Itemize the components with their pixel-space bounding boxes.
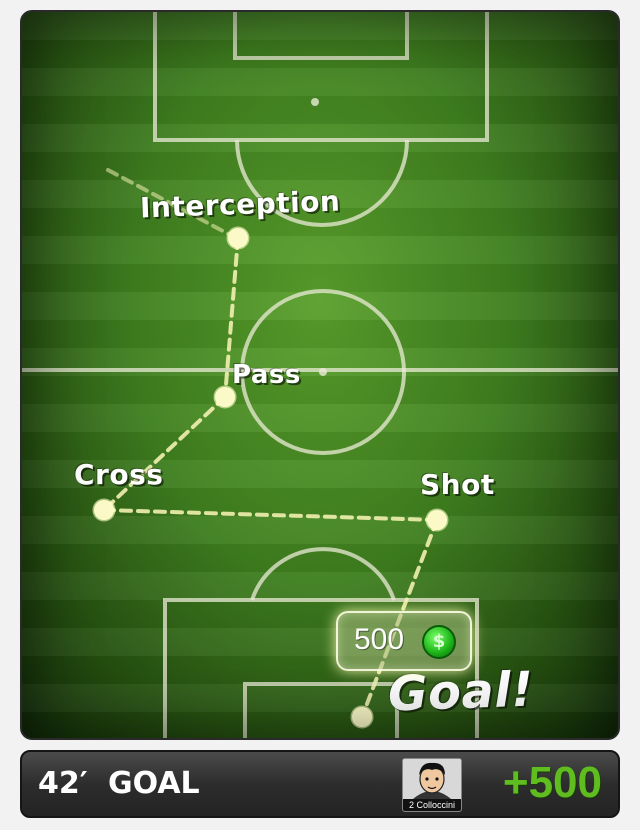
- coin-reward-badge: 500 $: [336, 611, 472, 671]
- shot-label: Shot: [420, 468, 495, 501]
- player-name: 2 Colloccini: [403, 799, 461, 811]
- pitch-markings: [22, 12, 618, 738]
- top-goal-box: [233, 12, 409, 60]
- coin-icon: $: [422, 625, 456, 659]
- pass-point: [213, 385, 237, 409]
- bottom-penalty-box: [163, 598, 479, 738]
- shot-point: [425, 508, 449, 532]
- cross-point: [92, 498, 116, 522]
- event-type: GOAL: [108, 766, 200, 801]
- bottom-goal-box: [243, 682, 399, 738]
- match-minute: 42′: [38, 766, 88, 801]
- pass-label: Pass: [232, 360, 301, 390]
- cross-label: Cross: [74, 458, 164, 491]
- bottom-penalty-arc: [250, 547, 396, 601]
- points-awarded: +500: [502, 758, 602, 807]
- reward-amount: 500: [354, 623, 405, 656]
- path-interception-pass: [223, 236, 240, 399]
- top-penalty-box: [153, 12, 489, 142]
- top-penalty-spot: [311, 98, 319, 106]
- interception-label: Interception: [139, 184, 341, 225]
- pitch-view: Interception Pass Cross Shot Goal! 500 $: [20, 10, 620, 740]
- center-spot: [319, 368, 327, 376]
- goal-point: [350, 705, 374, 729]
- path-cross-shot: [102, 508, 439, 522]
- match-event-bar: 42′ GOAL 2 Colloccini +500: [20, 750, 620, 818]
- incoming-path: [106, 168, 238, 240]
- center-circle: [240, 289, 406, 455]
- player-avatar: 2 Colloccini: [402, 758, 462, 812]
- top-penalty-arc: [235, 139, 409, 227]
- player-face-icon: [403, 759, 461, 799]
- interception-point: [226, 226, 250, 250]
- path-pass-cross: [102, 395, 227, 512]
